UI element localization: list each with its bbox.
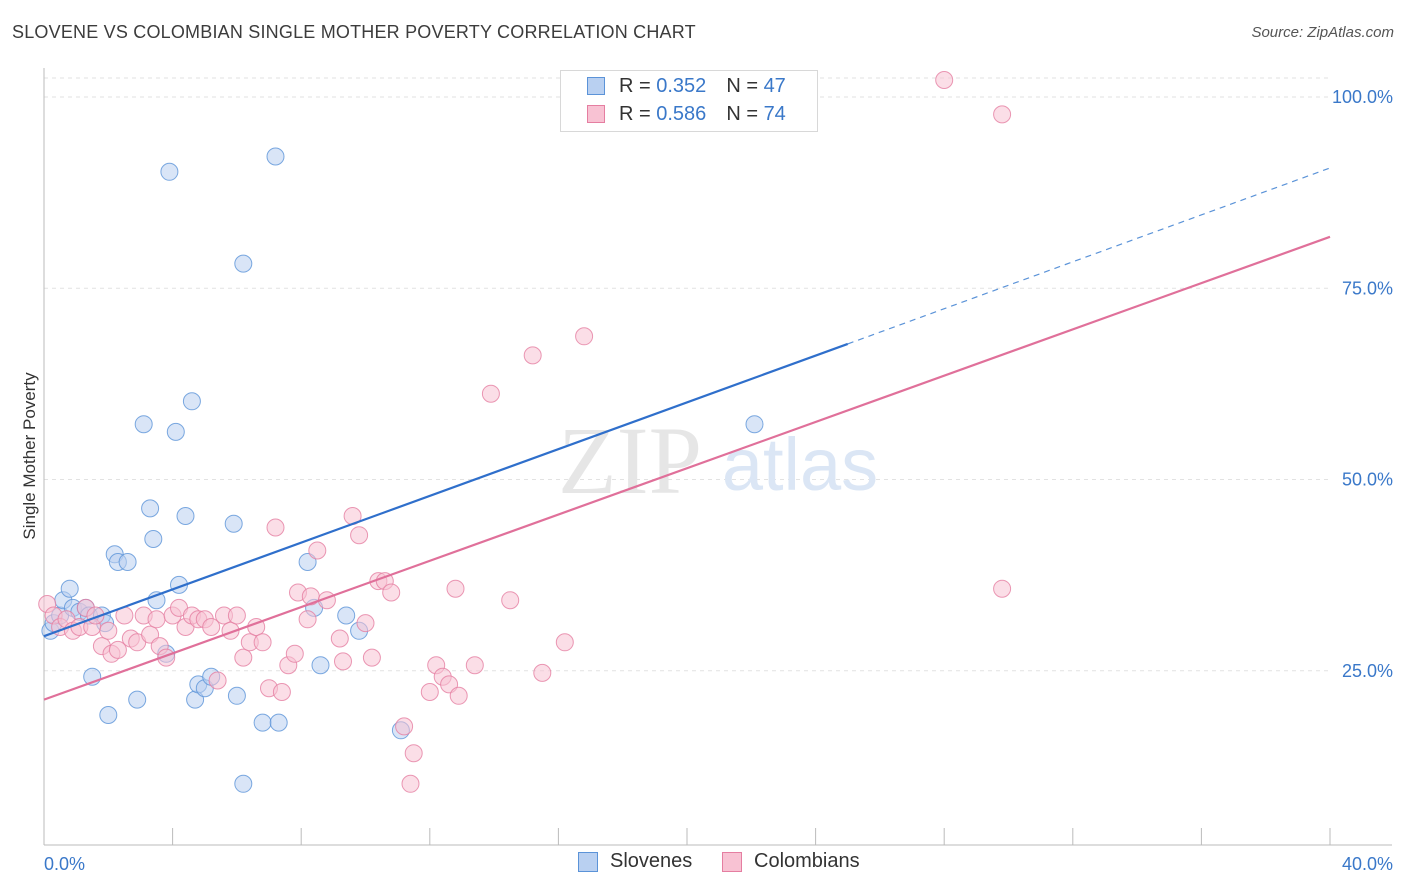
colombians-point-73 xyxy=(993,105,1012,124)
slovenes-point-12 xyxy=(99,706,118,724)
legend-swatch-colombians xyxy=(587,105,605,123)
colombians-point-63 xyxy=(449,686,468,705)
slovenes-point-22 xyxy=(160,162,179,181)
slovenes-point-17 xyxy=(134,415,153,434)
legend-n-value: 74 xyxy=(763,102,786,125)
colombians-point-68 xyxy=(533,663,552,682)
legend-r-label: R = xyxy=(619,102,651,125)
trend-lines xyxy=(43,167,1331,701)
colombians-trend-line xyxy=(43,235,1331,701)
slovenes-point-26 xyxy=(182,392,201,411)
colombians-point-17 xyxy=(141,625,160,644)
legend-swatch-slovenes xyxy=(587,77,605,95)
colombians-point-72 xyxy=(935,71,954,89)
colombians-point-46 xyxy=(330,629,349,648)
colombians-point-51 xyxy=(362,648,381,667)
bottom-legend-swatch-slovenes xyxy=(578,851,598,872)
slovenes-point-31 xyxy=(224,514,243,533)
slovenes-point-19 xyxy=(144,530,163,548)
slovenes-point-41 xyxy=(337,606,356,625)
watermark: ZIP atlas xyxy=(558,407,878,514)
slovenes-point-36 xyxy=(266,147,285,166)
colombians-point-55 xyxy=(395,717,414,736)
legend-r-label: R = xyxy=(619,74,651,97)
slovenes-point-33 xyxy=(234,774,253,793)
slovenes-point-37 xyxy=(269,713,288,732)
colombians-point-27 xyxy=(202,618,221,636)
colombians-point-54 xyxy=(382,583,401,602)
chart-source: Source: ZipAtlas.com xyxy=(1251,24,1394,41)
colombians-point-57 xyxy=(404,744,423,763)
slovenes-trend-line xyxy=(43,342,849,638)
y-tick-label-50: 50.0% xyxy=(1342,470,1393,490)
grid-lines xyxy=(44,77,1330,672)
bottom-legend-label-slovenes: Slovenes xyxy=(610,850,693,872)
legend-row-slovenes: R = 0.352 N = 47 xyxy=(587,73,786,99)
slovenes-point-46 xyxy=(745,415,764,434)
correlation-legend: R = 0.352 N = 47 R = 0.586 N = 74 xyxy=(560,70,818,132)
legend-n-label: N = xyxy=(726,102,758,125)
colombians-point-37 xyxy=(266,518,285,537)
bottom-legend-label-colombians: Colombians xyxy=(754,850,860,872)
legend-r-value: 0.586 xyxy=(656,102,707,125)
slovenes-point-15 xyxy=(118,553,137,571)
slovenes-point-16 xyxy=(128,690,147,709)
axes: 25.0% 50.0% 75.0% 100.0% xyxy=(43,68,1393,846)
chart-title: SLOVENE VS COLOMBIAN SINGLE MOTHER POVER… xyxy=(12,22,696,42)
watermark-zip: ZIP xyxy=(558,407,702,514)
y-tick-label-25: 25.0% xyxy=(1342,661,1393,681)
colombians-point-42 xyxy=(298,610,317,629)
x-tick-label-max: 40.0% xyxy=(1342,854,1393,874)
colombians-point-69 xyxy=(555,633,574,652)
colombians-point-62 xyxy=(446,579,465,598)
bottom-legend-swatch-colombians xyxy=(722,851,742,872)
colombians-point-50 xyxy=(356,614,375,633)
y-tick-label-75: 75.0% xyxy=(1342,278,1393,298)
colombians-point-40 xyxy=(285,644,304,663)
slovenes-point-40 xyxy=(311,656,330,675)
colombians-point-70 xyxy=(575,327,594,346)
colombians-point-49 xyxy=(350,526,369,545)
legend-r-value: 0.352 xyxy=(656,74,707,97)
slovenes-point-4 xyxy=(60,579,79,598)
colombians-point-12 xyxy=(108,640,127,659)
colombians-point-31 xyxy=(227,606,246,625)
colombians-point-74 xyxy=(993,579,1012,598)
y-tick-label-100: 100.0% xyxy=(1332,87,1393,107)
colombians-point-67 xyxy=(523,346,542,365)
legend-n-label: N = xyxy=(726,74,758,97)
colombians-point-35 xyxy=(253,633,272,652)
watermark-atlas: atlas xyxy=(722,423,878,506)
colombians-point-32 xyxy=(234,648,253,667)
slovenes-trend-extension xyxy=(847,167,1331,345)
colombians-point-38 xyxy=(272,683,291,701)
slovenes-point-34 xyxy=(234,254,253,273)
slovenes-point-25 xyxy=(176,507,195,525)
slovenes-point-18 xyxy=(141,499,160,518)
x-tick-label-min: 0.0% xyxy=(44,854,85,874)
colombians-point-44 xyxy=(308,541,327,560)
colombians-point-58 xyxy=(420,683,439,701)
colombians-point-64 xyxy=(465,656,484,675)
slovenes-point-35 xyxy=(253,713,272,732)
colombians-point-65 xyxy=(481,384,500,403)
colombians-point-66 xyxy=(501,591,520,610)
colombians-point-10 xyxy=(99,621,118,640)
slovenes-point-32 xyxy=(227,686,246,705)
bottom-legend-colombians: Colombians xyxy=(722,850,860,873)
y-axis-label: Single Mother Poverty xyxy=(20,372,39,540)
colombians-point-56 xyxy=(401,774,420,793)
slovenes-point-23 xyxy=(166,422,185,441)
colombians-point-28 xyxy=(208,671,227,690)
colombians-point-18 xyxy=(147,610,166,629)
legend-n-value: 47 xyxy=(763,74,786,97)
slovenes-point-38 xyxy=(298,553,317,571)
bottom-legend-slovenes: Slovenes xyxy=(578,850,692,873)
legend-row-colombians: R = 0.586 N = 74 xyxy=(587,101,786,127)
colombians-point-47 xyxy=(334,652,352,671)
data-points xyxy=(38,71,1012,793)
